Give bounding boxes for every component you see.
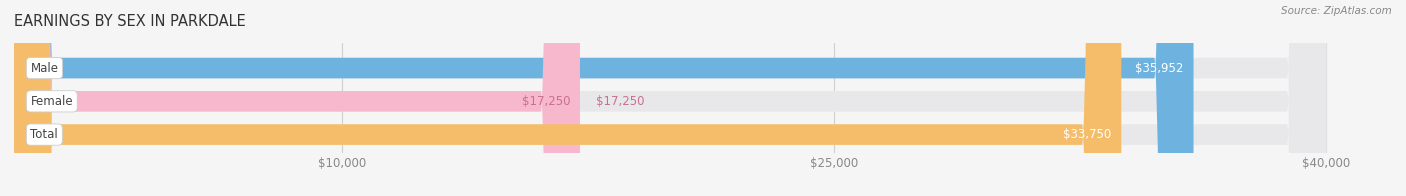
FancyBboxPatch shape (14, 0, 1326, 196)
FancyBboxPatch shape (14, 0, 1194, 196)
Text: Male: Male (31, 62, 59, 74)
FancyBboxPatch shape (14, 0, 1326, 196)
FancyBboxPatch shape (14, 0, 581, 196)
Text: $17,250: $17,250 (522, 95, 571, 108)
FancyBboxPatch shape (14, 0, 1326, 196)
Text: $35,952: $35,952 (1135, 62, 1184, 74)
Text: EARNINGS BY SEX IN PARKDALE: EARNINGS BY SEX IN PARKDALE (14, 14, 246, 29)
Text: Total: Total (31, 128, 58, 141)
Text: $33,750: $33,750 (1063, 128, 1112, 141)
Text: Source: ZipAtlas.com: Source: ZipAtlas.com (1281, 6, 1392, 16)
Text: Female: Female (31, 95, 73, 108)
FancyBboxPatch shape (14, 0, 1122, 196)
Text: $17,250: $17,250 (596, 95, 645, 108)
